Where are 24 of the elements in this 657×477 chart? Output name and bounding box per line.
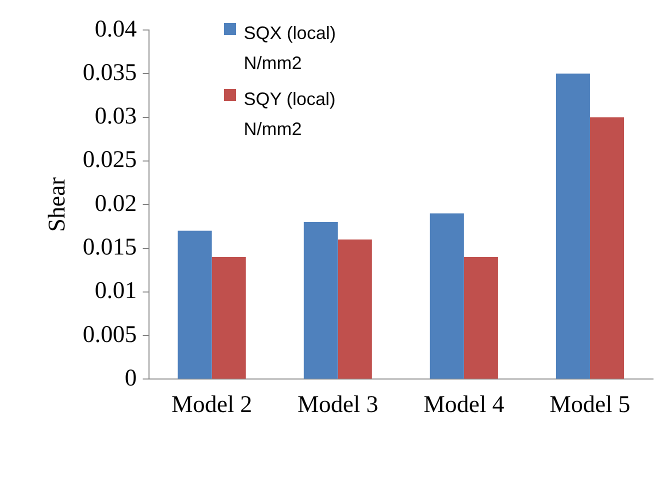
y-tick-label: 0 xyxy=(124,365,137,392)
y-tick-label: 0.015 xyxy=(82,234,137,261)
bar xyxy=(338,240,372,379)
bar xyxy=(304,222,338,379)
bar xyxy=(212,256,246,379)
y-tick-label: 0.035 xyxy=(82,60,137,86)
x-tick-label: Model 2 xyxy=(171,392,252,418)
y-tick-label: 0.005 xyxy=(82,322,137,348)
y-tick-label: 0.01 xyxy=(94,278,137,304)
bar xyxy=(556,74,590,379)
legend-label: SQX (local) N/mm2 xyxy=(244,22,337,75)
x-tick-label: Model 4 xyxy=(424,392,504,418)
legend-label: SQY (local) N/mm2 xyxy=(244,88,336,141)
y-tick-label: 0.02 xyxy=(94,190,137,217)
x-tick-label: Model 3 xyxy=(298,392,378,418)
y-tick-label: 0.025 xyxy=(82,147,137,174)
x-tick-label: Model 5 xyxy=(550,392,630,418)
y-axis-title: Shear xyxy=(44,177,71,232)
bar xyxy=(178,230,212,379)
bar xyxy=(430,213,464,379)
bar xyxy=(590,117,624,379)
bar xyxy=(464,256,498,379)
y-tick-label: 0.04 xyxy=(94,16,137,42)
y-tick-label: 0.03 xyxy=(94,104,137,130)
